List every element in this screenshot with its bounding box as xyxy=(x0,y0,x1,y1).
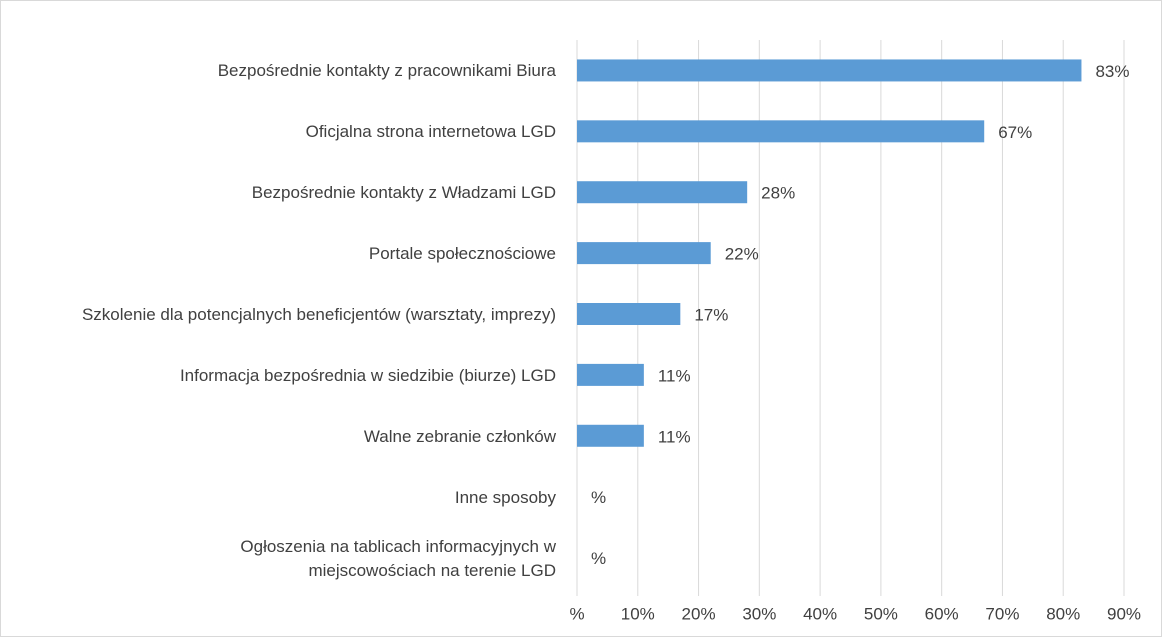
data-label: 11% xyxy=(658,366,691,385)
category-label: Szkolenie dla potencjalnych beneficjentó… xyxy=(81,305,556,324)
category-label: Walne zebranie członków xyxy=(363,426,556,446)
data-label: 22% xyxy=(725,245,759,264)
bar xyxy=(577,303,681,325)
bar xyxy=(577,59,1082,82)
data-label: % xyxy=(591,488,606,507)
category-label: Portale społecznościowe xyxy=(368,244,556,264)
data-label: 11% xyxy=(658,427,691,446)
x-tick-label: 30% xyxy=(742,604,776,623)
bar xyxy=(577,120,985,143)
x-tick-label: 60% xyxy=(925,604,959,623)
category-label: Inne sposoby xyxy=(454,487,556,507)
data-label: 17% xyxy=(694,305,728,324)
x-tick-label: 90% xyxy=(1107,604,1141,623)
bar xyxy=(577,363,644,386)
bar xyxy=(577,242,711,265)
data-label: 83% xyxy=(1095,62,1129,81)
x-tick-label: 50% xyxy=(864,604,898,623)
x-tick-label: % xyxy=(569,604,584,623)
category-label: Ogłoszenia na tablicach informacyjnych w… xyxy=(240,536,556,580)
category-label: Oficjalna strona internetowa LGD xyxy=(305,122,556,142)
x-tick-label: 10% xyxy=(621,604,655,623)
x-tick-label: 70% xyxy=(985,604,1019,623)
data-label: 67% xyxy=(998,123,1032,142)
bar xyxy=(577,424,644,447)
category-label: Informacja bezpośrednia w siedzibie (biu… xyxy=(179,365,556,385)
x-tick-label: 20% xyxy=(682,604,716,623)
x-tick-label: 80% xyxy=(1046,604,1080,623)
data-label: 28% xyxy=(761,184,795,203)
category-label: Bezpośrednie kontakty z pracownikami Biu… xyxy=(217,61,556,81)
category-label: Bezpośrednie kontakty z Władzami LGD xyxy=(251,183,556,203)
bar xyxy=(577,181,748,204)
x-tick-label: 40% xyxy=(803,604,837,623)
data-label: % xyxy=(591,549,606,568)
